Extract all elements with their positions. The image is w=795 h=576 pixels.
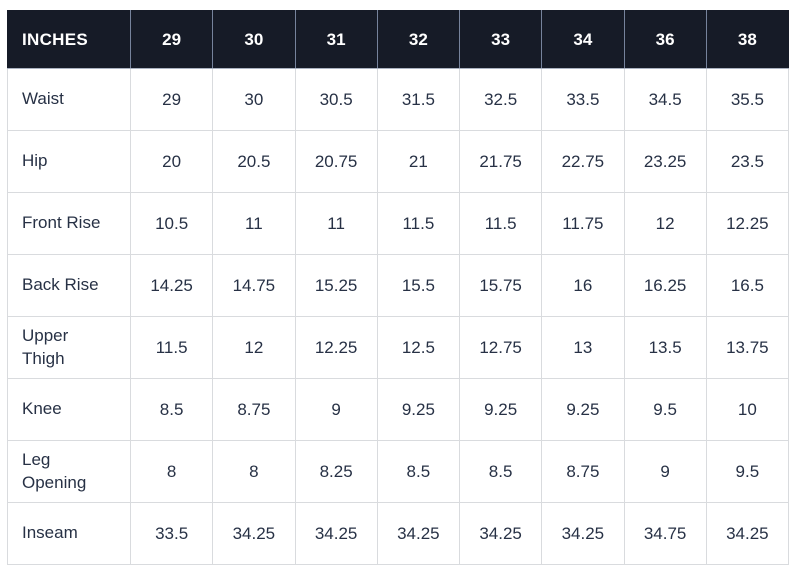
table-row: Waist 29 30 30.5 31.5 32.5 33.5 34.5 35.5 <box>7 68 790 131</box>
measurement-cell: 11.5 <box>458 192 543 255</box>
header-size-31: 31 <box>295 10 378 69</box>
measurement-cell: 12.75 <box>458 316 543 379</box>
measurement-cell: 34.75 <box>623 502 707 565</box>
measurement-cell: 30.5 <box>294 68 378 131</box>
table-row: Hip 20 20.5 20.75 21 21.75 22.75 23.25 23.5 <box>7 130 790 193</box>
measurement-cell: 10 <box>705 378 790 441</box>
row-label: Inseam <box>7 502 131 565</box>
header-size-30: 30 <box>212 10 296 69</box>
header-size-33: 33 <box>459 10 543 69</box>
measurement-cell: 8.5 <box>129 378 214 441</box>
table-row: Leg Opening 8 8 8.25 8.5 8.5 8.75 9 9.5 <box>7 440 790 503</box>
measurement-cell: 8 <box>129 440 214 503</box>
measurement-cell: 14.25 <box>129 254 214 317</box>
measurement-cell: 34.25 <box>294 502 378 565</box>
measurement-cell: 14.75 <box>212 254 296 317</box>
measurement-cell: 34.5 <box>623 68 707 131</box>
measurement-cell: 15.75 <box>458 254 543 317</box>
table-row: Back Rise 14.25 14.75 15.25 15.5 15.75 16 16.25… <box>7 254 790 317</box>
measurement-cell: 9.25 <box>541 378 625 441</box>
measurement-cell: 11.5 <box>376 192 461 255</box>
row-label: Knee <box>7 378 131 441</box>
measurement-cell: 8.5 <box>376 440 461 503</box>
measurement-cell: 30 <box>212 68 296 131</box>
measurement-cell: 8.75 <box>541 440 625 503</box>
measurement-cell: 13.75 <box>705 316 790 379</box>
header-size-34: 34 <box>541 10 625 69</box>
measurement-cell: 12.25 <box>294 316 378 379</box>
row-label: Front Rise <box>7 192 131 255</box>
measurement-cell: 34.25 <box>212 502 296 565</box>
measurement-cell: 10.5 <box>129 192 214 255</box>
measurement-cell: 15.5 <box>376 254 461 317</box>
header-row: INCHES 29 30 31 32 33 34 36 38 <box>7 10 790 69</box>
row-label: Leg Opening <box>7 440 131 503</box>
row-label: Hip <box>7 130 131 193</box>
measurement-cell: 33.5 <box>541 68 625 131</box>
measurement-cell: 8.5 <box>458 440 543 503</box>
header-size-38: 38 <box>706 10 790 69</box>
measurement-cell: 20.5 <box>212 130 296 193</box>
table-row: Upper Thigh 11.5 12 12.25 12.5 12.75 13 13.5 13.… <box>7 316 790 379</box>
header-size-36: 36 <box>624 10 707 69</box>
measurement-cell: 22.75 <box>541 130 625 193</box>
measurement-cell: 15.25 <box>294 254 378 317</box>
measurement-cell: 13 <box>541 316 625 379</box>
measurement-cell: 34.25 <box>376 502 461 565</box>
measurement-cell: 21.75 <box>458 130 543 193</box>
measurement-cell: 13.5 <box>623 316 707 379</box>
header-size-29: 29 <box>130 10 214 69</box>
measurement-cell: 11 <box>212 192 296 255</box>
measurement-cell: 9.25 <box>376 378 461 441</box>
measurement-cell: 31.5 <box>376 68 461 131</box>
measurement-cell: 23.25 <box>623 130 707 193</box>
measurement-cell: 21 <box>376 130 461 193</box>
measurement-cell: 34.25 <box>705 502 790 565</box>
measurement-cell: 12 <box>212 316 296 379</box>
measurement-cell: 20 <box>129 130 214 193</box>
measurement-cell: 16.25 <box>623 254 707 317</box>
header-units-label: INCHES <box>7 10 131 69</box>
measurement-cell: 8.25 <box>294 440 378 503</box>
measurement-cell: 9.5 <box>623 378 707 441</box>
measurement-cell: 12.5 <box>376 316 461 379</box>
measurement-cell: 34.25 <box>458 502 543 565</box>
measurement-cell: 12.25 <box>705 192 790 255</box>
measurement-cell: 9 <box>623 440 707 503</box>
measurement-cell: 9 <box>294 378 378 441</box>
measurement-cell: 35.5 <box>705 68 790 131</box>
measurement-cell: 8.75 <box>212 378 296 441</box>
measurement-cell: 16.5 <box>705 254 790 317</box>
measurement-cell: 9.25 <box>458 378 543 441</box>
measurement-cell: 20.75 <box>294 130 378 193</box>
row-label: Back Rise <box>7 254 131 317</box>
measurement-cell: 23.5 <box>705 130 790 193</box>
measurement-cell: 29 <box>129 68 214 131</box>
table-row: Inseam 33.5 34.25 34.25 34.25 34.25 34.25 34.75… <box>7 502 790 565</box>
measurement-cell: 33.5 <box>129 502 214 565</box>
measurement-cell: 8 <box>212 440 296 503</box>
header-size-32: 32 <box>377 10 461 69</box>
row-label: Waist <box>7 68 131 131</box>
row-label: Upper Thigh <box>7 316 131 379</box>
measurement-cell: 9.5 <box>705 440 790 503</box>
measurement-cell: 16 <box>541 254 625 317</box>
measurement-cell: 11.75 <box>541 192 625 255</box>
table-row: Front Rise 10.5 11 11 11.5 11.5 11.75 12 12.25 <box>7 192 790 255</box>
measurement-cell: 34.25 <box>541 502 625 565</box>
measurement-cell: 12 <box>623 192 707 255</box>
table-row: Knee 8.5 8.75 9 9.25 9.25 9.25 9.5 10 <box>7 378 790 441</box>
measurement-cell: 32.5 <box>458 68 543 131</box>
size-chart-table: INCHES 29 30 31 32 33 34 36 38 Waist 29 30 30.5 31.… <box>7 10 790 565</box>
measurement-cell: 11.5 <box>129 316 214 379</box>
measurement-cell: 11 <box>294 192 378 255</box>
